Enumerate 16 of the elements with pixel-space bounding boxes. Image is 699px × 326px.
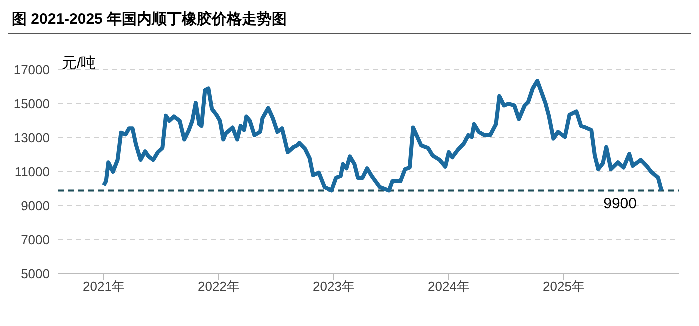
- x-tick-label: 2022年: [198, 279, 240, 294]
- x-tick-label: 2021年: [83, 279, 125, 294]
- y-tick-label: 15000: [14, 96, 50, 112]
- y-tick-label: 11000: [14, 164, 50, 180]
- y-tick-label: 7000: [21, 232, 50, 248]
- y-tick-label: 13000: [14, 130, 50, 146]
- x-tick-label: 2025年: [543, 279, 585, 294]
- y-tick-label: 5000: [21, 266, 50, 282]
- ref-line-label: 9900: [604, 196, 637, 213]
- y-tick-label: 9000: [21, 198, 50, 214]
- line-series: [102, 79, 664, 193]
- y-axis-title: 元/吨: [62, 55, 96, 72]
- x-tick-label: 2024年: [428, 279, 470, 294]
- y-tick-label: 17000: [14, 62, 50, 78]
- x-tick-label: 2023年: [313, 279, 355, 294]
- chart-title: 图 2021-2025 年国内顺丁橡胶价格走势图: [8, 8, 691, 34]
